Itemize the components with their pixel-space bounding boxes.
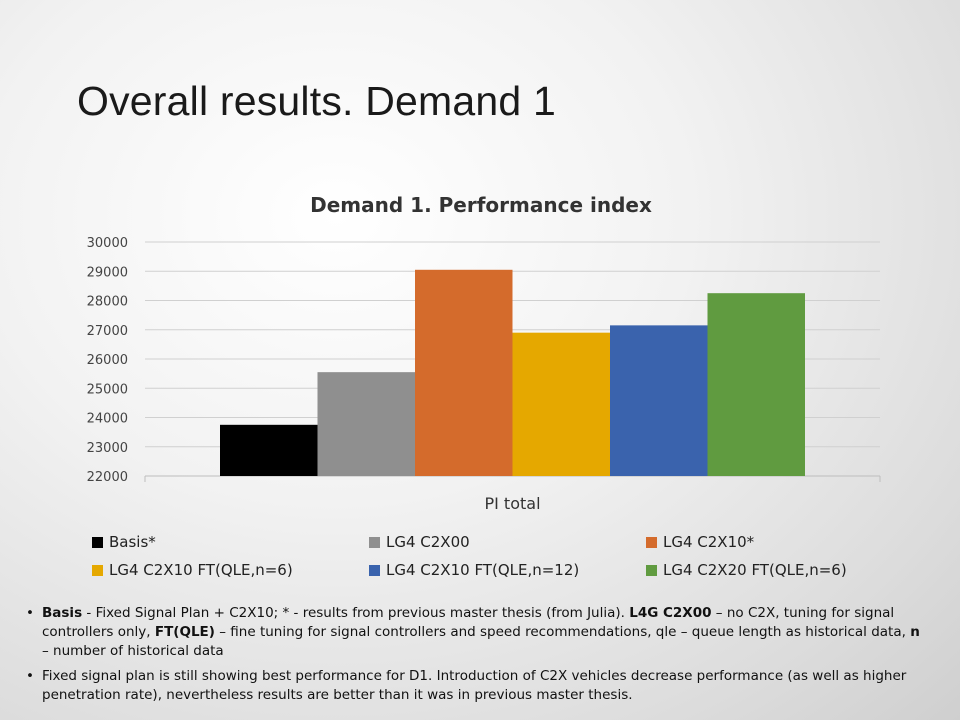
- y-tick-label: 22000: [87, 470, 128, 485]
- y-tick-label: 25000: [87, 382, 128, 397]
- y-tick-label: 27000: [87, 324, 128, 339]
- x-axis-labels: PI total: [484, 494, 540, 513]
- legend-label: LG4 C2X00: [386, 533, 470, 551]
- slide-title: Overall results. Demand 1: [77, 78, 556, 124]
- bar-5: [610, 325, 708, 476]
- y-tick-label: 23000: [87, 441, 128, 456]
- note-text: – number of historical data: [42, 643, 224, 659]
- y-tick-label: 29000: [87, 265, 128, 280]
- note-text: Fixed signal plan is still showing best …: [42, 668, 907, 703]
- y-tick-label: 30000: [87, 236, 128, 251]
- bar-4: [512, 332, 610, 476]
- bullet-icon: •: [26, 668, 34, 684]
- note-term: Basis: [42, 605, 83, 621]
- legend-label: LG4 C2X10 FT(QLE,n=6): [109, 561, 293, 579]
- legend-label: LG4 C2X20 FT(QLE,n=6): [663, 561, 847, 579]
- legend-item: LG4 C2X10*: [646, 533, 754, 551]
- y-tick-label: 26000: [87, 353, 128, 368]
- y-tick-label: 24000: [87, 412, 128, 427]
- legend-label: LG4 C2X10 FT(QLE,n=12): [386, 561, 580, 579]
- note-term: L4G C2X00: [629, 605, 712, 621]
- bar-6: [707, 293, 805, 476]
- note-text: – no C2X, tuning for signal controllers …: [42, 605, 895, 640]
- note-term: FT(QLE): [154, 624, 215, 640]
- notes-list: • Basis - Fixed Signal Plan + C2X10; * - …: [22, 604, 922, 711]
- legend-item: LG4 C2X20 FT(QLE,n=6): [646, 561, 847, 579]
- legend-swatch: [646, 564, 657, 576]
- legend-item: LG4 C2X10 FT(QLE,n=12): [369, 561, 579, 579]
- bar-3: [415, 269, 513, 476]
- legend-swatch: [92, 564, 103, 576]
- bar-1: [220, 424, 318, 476]
- x-category-label: PI total: [484, 494, 540, 513]
- legend-swatch: [369, 564, 380, 576]
- note-text: – fine tuning for signal controllers and…: [214, 624, 911, 640]
- note-item: • Basis - Fixed Signal Plan + C2X10; * - …: [22, 604, 922, 661]
- bar-2: [317, 372, 415, 476]
- note-text: - Fixed Signal Plan + C2X10; * - results…: [82, 605, 630, 621]
- note-item: • Fixed signal plan is still showing best…: [22, 667, 922, 705]
- legend-item: LG4 C2X10 FT(QLE,n=6): [92, 561, 293, 579]
- legend-swatch: [646, 536, 657, 548]
- legend-label: LG4 C2X10*: [663, 533, 755, 551]
- y-axis-ticks: 30000 29000 28000 27000 26000 25000 24000 23000…: [87, 236, 128, 485]
- legend-label: Basis*: [109, 533, 156, 551]
- chart-title: Demand 1. Performance index: [310, 193, 652, 217]
- legend-swatch: [92, 536, 103, 548]
- legend-item: LG4 C2X00: [369, 533, 470, 551]
- bar-chart: Demand 1. Performance index 30000 29000 28…: [87, 193, 881, 513]
- y-tick-label: 28000: [87, 295, 128, 310]
- legend-swatch: [369, 536, 380, 548]
- bullet-icon: •: [26, 605, 34, 621]
- note-term: n: [910, 624, 920, 640]
- legend-item: Basis*: [92, 533, 156, 551]
- bars: [220, 269, 805, 476]
